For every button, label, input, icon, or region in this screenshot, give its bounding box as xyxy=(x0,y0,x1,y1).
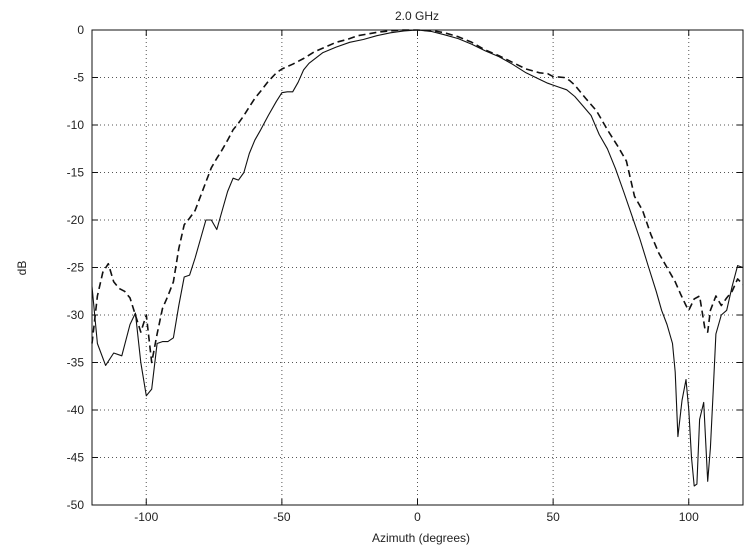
y-tick-label: -45 xyxy=(67,451,85,465)
y-axis-label: dB xyxy=(15,261,29,276)
plot-frame xyxy=(91,29,744,506)
y-tick-label: -35 xyxy=(67,356,85,370)
x-tick-label: 50 xyxy=(546,510,560,524)
y-tick-label: -5 xyxy=(73,71,84,85)
y-tick-label: -25 xyxy=(67,261,85,275)
y-tick-label: -15 xyxy=(67,166,85,180)
series-layer xyxy=(91,29,744,487)
grid-layer xyxy=(92,30,743,505)
x-tick-label: -50 xyxy=(273,510,291,524)
chart-title: 2.0 GHz xyxy=(395,9,439,23)
x-tick-label: -100 xyxy=(134,510,158,524)
y-tick-label: -20 xyxy=(67,213,85,227)
x-tick-label: 0 xyxy=(414,510,421,524)
y-tick-label: -10 xyxy=(67,118,85,132)
y-tick-label: -40 xyxy=(67,403,85,417)
y-tick-label: 0 xyxy=(77,23,84,37)
y-tick-label: -50 xyxy=(67,498,85,512)
x-axis-label: Azimuth (degrees) xyxy=(372,531,470,545)
y-tick-label: -30 xyxy=(67,308,85,322)
x-tick-label: 100 xyxy=(679,510,699,524)
series-line-dashed xyxy=(91,29,744,364)
tick-layer: -100 -50 0 50 100 0 -5 -10 -15 -20 -25 -30 -35 -40 -45… xyxy=(67,23,743,524)
